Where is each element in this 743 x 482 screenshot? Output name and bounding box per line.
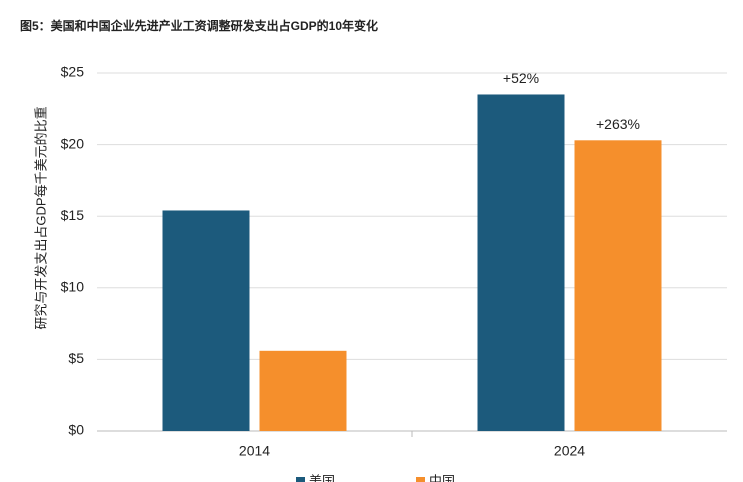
y-tick-label: $0	[68, 422, 84, 438]
bar	[259, 350, 347, 431]
legend-label: 中国	[429, 473, 455, 482]
y-axis-title: 研究与开发支出占GDP每千美元的比重	[33, 106, 48, 329]
bar	[477, 94, 565, 431]
x-tick-label: 2014	[239, 443, 270, 459]
chart-title: 图5：美国和中国企业先进产业工资调整研发支出占GDP的10年变化	[20, 18, 378, 33]
bar	[162, 210, 250, 431]
legend-swatch	[296, 477, 305, 482]
x-tick-label: 2024	[554, 443, 585, 459]
y-tick-label: $25	[61, 64, 85, 80]
y-tick-label: $15	[61, 207, 85, 223]
y-tick-label: $20	[61, 135, 85, 151]
y-tick-label: $10	[61, 279, 85, 295]
annotation: +52%	[503, 70, 539, 86]
bar	[574, 140, 662, 431]
legend-label: 美国	[309, 473, 335, 482]
annotation: +263%	[596, 116, 640, 132]
legend-swatch	[416, 477, 425, 482]
y-tick-label: $5	[68, 350, 84, 366]
